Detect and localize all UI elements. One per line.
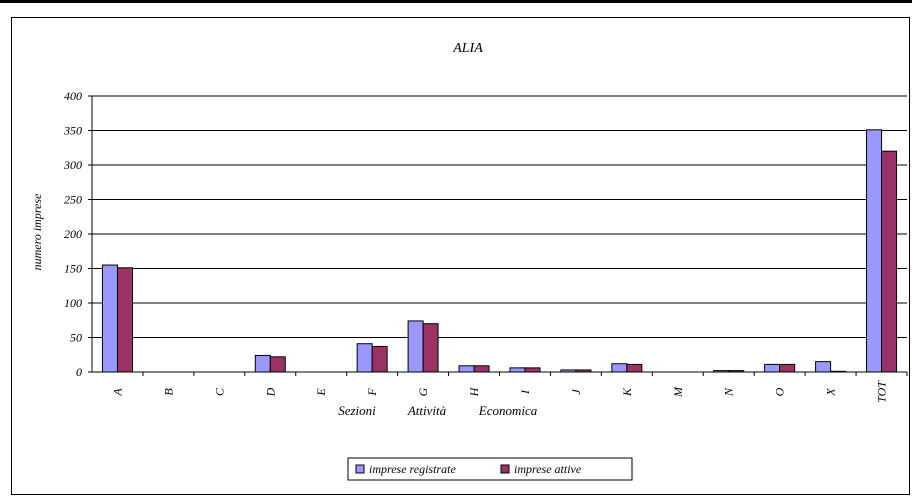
x-tick-labels: A B C D E F G H I J K M N O X TOT: [110, 380, 888, 403]
x-tick-label-D: D: [263, 387, 277, 397]
x-tick-label-K: K: [620, 387, 634, 397]
legend-box: [347, 457, 633, 481]
legend: imprese registrate imprese attive: [347, 457, 633, 481]
bar-attive-TOT: [881, 150, 898, 373]
x-tick-label-F: F: [365, 388, 379, 397]
bar-attive-K: [626, 363, 643, 373]
x-tick-label-N: N: [722, 387, 736, 397]
bar-registrate-A: [101, 264, 118, 373]
bar-registrate-TOT: [866, 129, 883, 373]
bar-registrate-K: [611, 363, 628, 373]
x-axis-label-part-3: Economica: [478, 403, 538, 418]
y-tick-labels: 0 50 100 150 200 250 300 350 400: [63, 89, 82, 379]
x-tick-label-G: G: [416, 387, 430, 396]
y-tick-label-400: 400: [64, 89, 82, 103]
x-tick-label-E: E: [314, 388, 328, 397]
legend-swatch-0: [355, 464, 365, 474]
x-tick-label-B: B: [161, 388, 175, 396]
x-tick-label-M: M: [671, 386, 685, 398]
bar-registrate-I: [509, 367, 526, 373]
bar-attive-D: [269, 356, 286, 373]
chart-title: ALIA: [452, 41, 483, 56]
chart-frame: [11, 17, 910, 495]
y-tick-label-0: 0: [76, 365, 82, 379]
legend-label-1: imprese attive: [514, 462, 582, 476]
bar-registrate-G: [407, 320, 424, 373]
x-tick-label-A: A: [110, 388, 124, 397]
legend-label-0: imprese registrate: [369, 462, 456, 476]
bar-attive-A: [116, 267, 133, 373]
y-tick-label-200: 200: [64, 227, 82, 241]
y-axis-label: numero imprese: [30, 193, 44, 270]
gridlines: [92, 95, 907, 338]
x-axis-label-part-1: Sezioni: [338, 403, 376, 418]
x-tick-label-O: O: [773, 387, 787, 396]
y-tick-label-50: 50: [70, 331, 82, 345]
x-axis-label-part-2: Attività: [407, 403, 447, 418]
bar-registrate-F: [356, 343, 373, 373]
legend-swatch-1: [500, 464, 510, 474]
bar-attive-F: [371, 345, 388, 373]
y-tick-label-100: 100: [64, 296, 82, 310]
y-tick-label-300: 300: [63, 158, 82, 172]
bars: [101, 129, 898, 373]
x-tick-label-X: X: [824, 388, 838, 397]
bar-attive-O: [779, 363, 796, 373]
bar-registrate-D: [254, 354, 271, 373]
x-tick-label-C: C: [212, 387, 226, 396]
y-tick-label-150: 150: [64, 262, 82, 276]
x-tick-label-I: I: [518, 389, 532, 395]
y-tick-label-250: 250: [64, 193, 82, 207]
x-tick-label-J: J: [569, 389, 583, 395]
x-tick-label-TOT: TOT: [875, 380, 889, 403]
bar-registrate-H: [458, 365, 475, 373]
bar-registrate-O: [764, 363, 781, 373]
bar-attive-H: [473, 365, 490, 373]
x-tick-label-H: H: [467, 386, 481, 397]
axes: [88, 95, 908, 376]
bar-attive-I: [524, 367, 541, 373]
bar-registrate-X: [815, 361, 832, 373]
bar-attive-G: [422, 323, 439, 373]
top-border-line: [0, 0, 912, 3]
y-tick-label-350: 350: [63, 124, 82, 138]
